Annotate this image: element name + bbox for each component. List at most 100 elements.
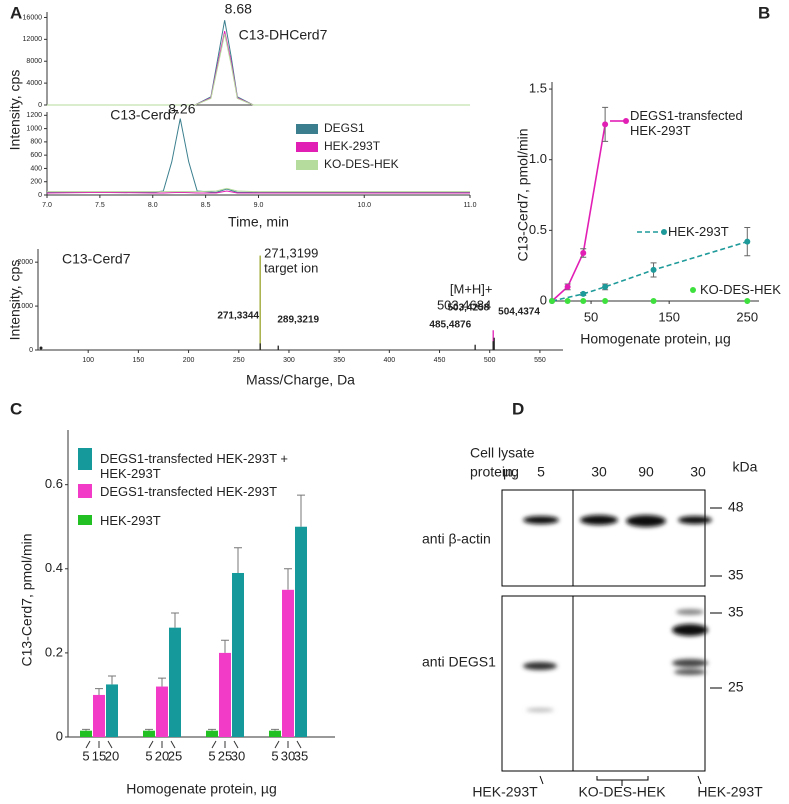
point — [744, 238, 751, 245]
category-tick — [274, 740, 280, 749]
point — [549, 298, 555, 304]
error-bar — [271, 728, 279, 731]
error-bar — [171, 612, 179, 628]
peak-label: C13-Cerd7 — [110, 107, 179, 123]
error-bar — [208, 728, 216, 731]
legend-swatch — [296, 160, 318, 170]
lane-label: 30 — [591, 464, 607, 480]
point — [602, 298, 609, 304]
group-mark — [697, 775, 702, 785]
peak-time: 8.68 — [225, 1, 252, 17]
marker-label: 25 — [728, 679, 744, 695]
y-tick-label: 0.5 — [529, 222, 547, 237]
peak-time: 8.26 — [168, 101, 195, 117]
bar — [282, 589, 294, 737]
y-tick-label: 200 — [30, 179, 42, 186]
marker-label: 35 — [728, 567, 744, 583]
x-tick-label: 250 — [736, 309, 758, 324]
x-tick-label: 500 — [484, 357, 496, 364]
panel-label: C — [10, 399, 22, 418]
marker-label: 48 — [728, 499, 744, 515]
y-tick-label: 0.2 — [45, 644, 63, 659]
x-tick-label: 5 — [208, 748, 215, 763]
y-tick-label: 0.4 — [45, 560, 63, 575]
y-tick-label: 16000 — [23, 14, 43, 21]
y-tick-label: 1.5 — [529, 81, 547, 96]
bar — [93, 694, 105, 737]
legend-swatch — [296, 142, 318, 152]
y-tick-label: 1000 — [26, 125, 42, 132]
y-tick-label: 600 — [30, 152, 42, 159]
legend-label: KO-DES-HEK — [324, 157, 399, 171]
bar — [206, 730, 218, 737]
marker-label: 35 — [728, 604, 744, 620]
peak-label: 503,4258 — [447, 303, 489, 314]
y-axis-label: C13-Cerd7, pmol/min — [515, 128, 531, 261]
error-bar — [82, 728, 90, 731]
point — [602, 121, 609, 128]
x-tick-label: 30 — [281, 748, 295, 763]
x-tick-label: 11.0 — [463, 202, 476, 209]
bar — [269, 730, 281, 737]
series-line — [551, 124, 606, 302]
x-tick-label: 10.0 — [357, 202, 371, 209]
x-tick-label: 350 — [333, 357, 345, 364]
x-tick-label: 250 — [233, 357, 245, 364]
bar — [143, 730, 155, 737]
x-tick-label: 5 — [145, 748, 152, 763]
error-bar — [221, 639, 229, 653]
x-tick-label: 35 — [294, 748, 308, 763]
x-tick-label: 550 — [534, 357, 546, 364]
error-bar — [297, 494, 305, 527]
category-tick — [211, 740, 217, 749]
x-tick-label: 50 — [584, 309, 598, 324]
panel-label: B — [758, 3, 770, 22]
panel-label: D — [512, 399, 524, 418]
y-tick-label: 2000 — [17, 259, 33, 266]
point — [602, 283, 609, 290]
y-tick-label: 0 — [38, 192, 42, 199]
category-tick — [107, 740, 113, 749]
bar — [80, 730, 92, 737]
category-tick — [170, 740, 176, 749]
blot-frame — [501, 595, 706, 772]
unit-label: kDa — [733, 459, 758, 475]
error-bar — [284, 568, 292, 590]
legend-marker — [661, 229, 667, 235]
series-line — [47, 33, 470, 106]
y-tick-label: 12000 — [23, 36, 43, 43]
row-label: anti β-actin — [422, 531, 491, 547]
series-line — [47, 118, 470, 193]
legend-label: HEK-293T — [100, 513, 161, 528]
series-label: HEK-293T — [668, 224, 729, 239]
peak-label: 485,4876 — [429, 320, 471, 331]
origin-dot — [39, 346, 43, 350]
point — [580, 298, 587, 304]
bands — [523, 515, 712, 712]
blot-header: µg — [503, 464, 519, 480]
point — [580, 249, 587, 256]
lane-label: 30 — [690, 464, 706, 480]
legend-marker — [690, 287, 696, 293]
legend-label: DEGS1 — [324, 121, 365, 135]
blot: Cell lysate protein, µg 5 30 90 30 kDa a… — [422, 445, 763, 800]
category-tick — [148, 740, 154, 749]
group-label: KO-DES-HEK — [578, 784, 666, 800]
legend-swatch — [78, 515, 92, 525]
chart-title: C13-Cerd7 — [62, 251, 131, 267]
group-mark — [596, 776, 649, 786]
x-tick-label: 300 — [283, 357, 295, 364]
x-tick-label: 200 — [183, 357, 195, 364]
error-bar — [234, 547, 242, 573]
x-axis-label: Mass/Charge, Da — [246, 372, 355, 388]
legend-label: HEK-293T — [324, 139, 381, 153]
category-tick — [296, 740, 302, 749]
group-label: HEK-293T — [697, 784, 763, 800]
point — [580, 290, 587, 297]
series-line — [47, 187, 470, 193]
point — [744, 298, 751, 304]
y-axis-label: Intensity, cps — [7, 260, 23, 341]
peak-label: 289,3219 — [277, 315, 319, 326]
